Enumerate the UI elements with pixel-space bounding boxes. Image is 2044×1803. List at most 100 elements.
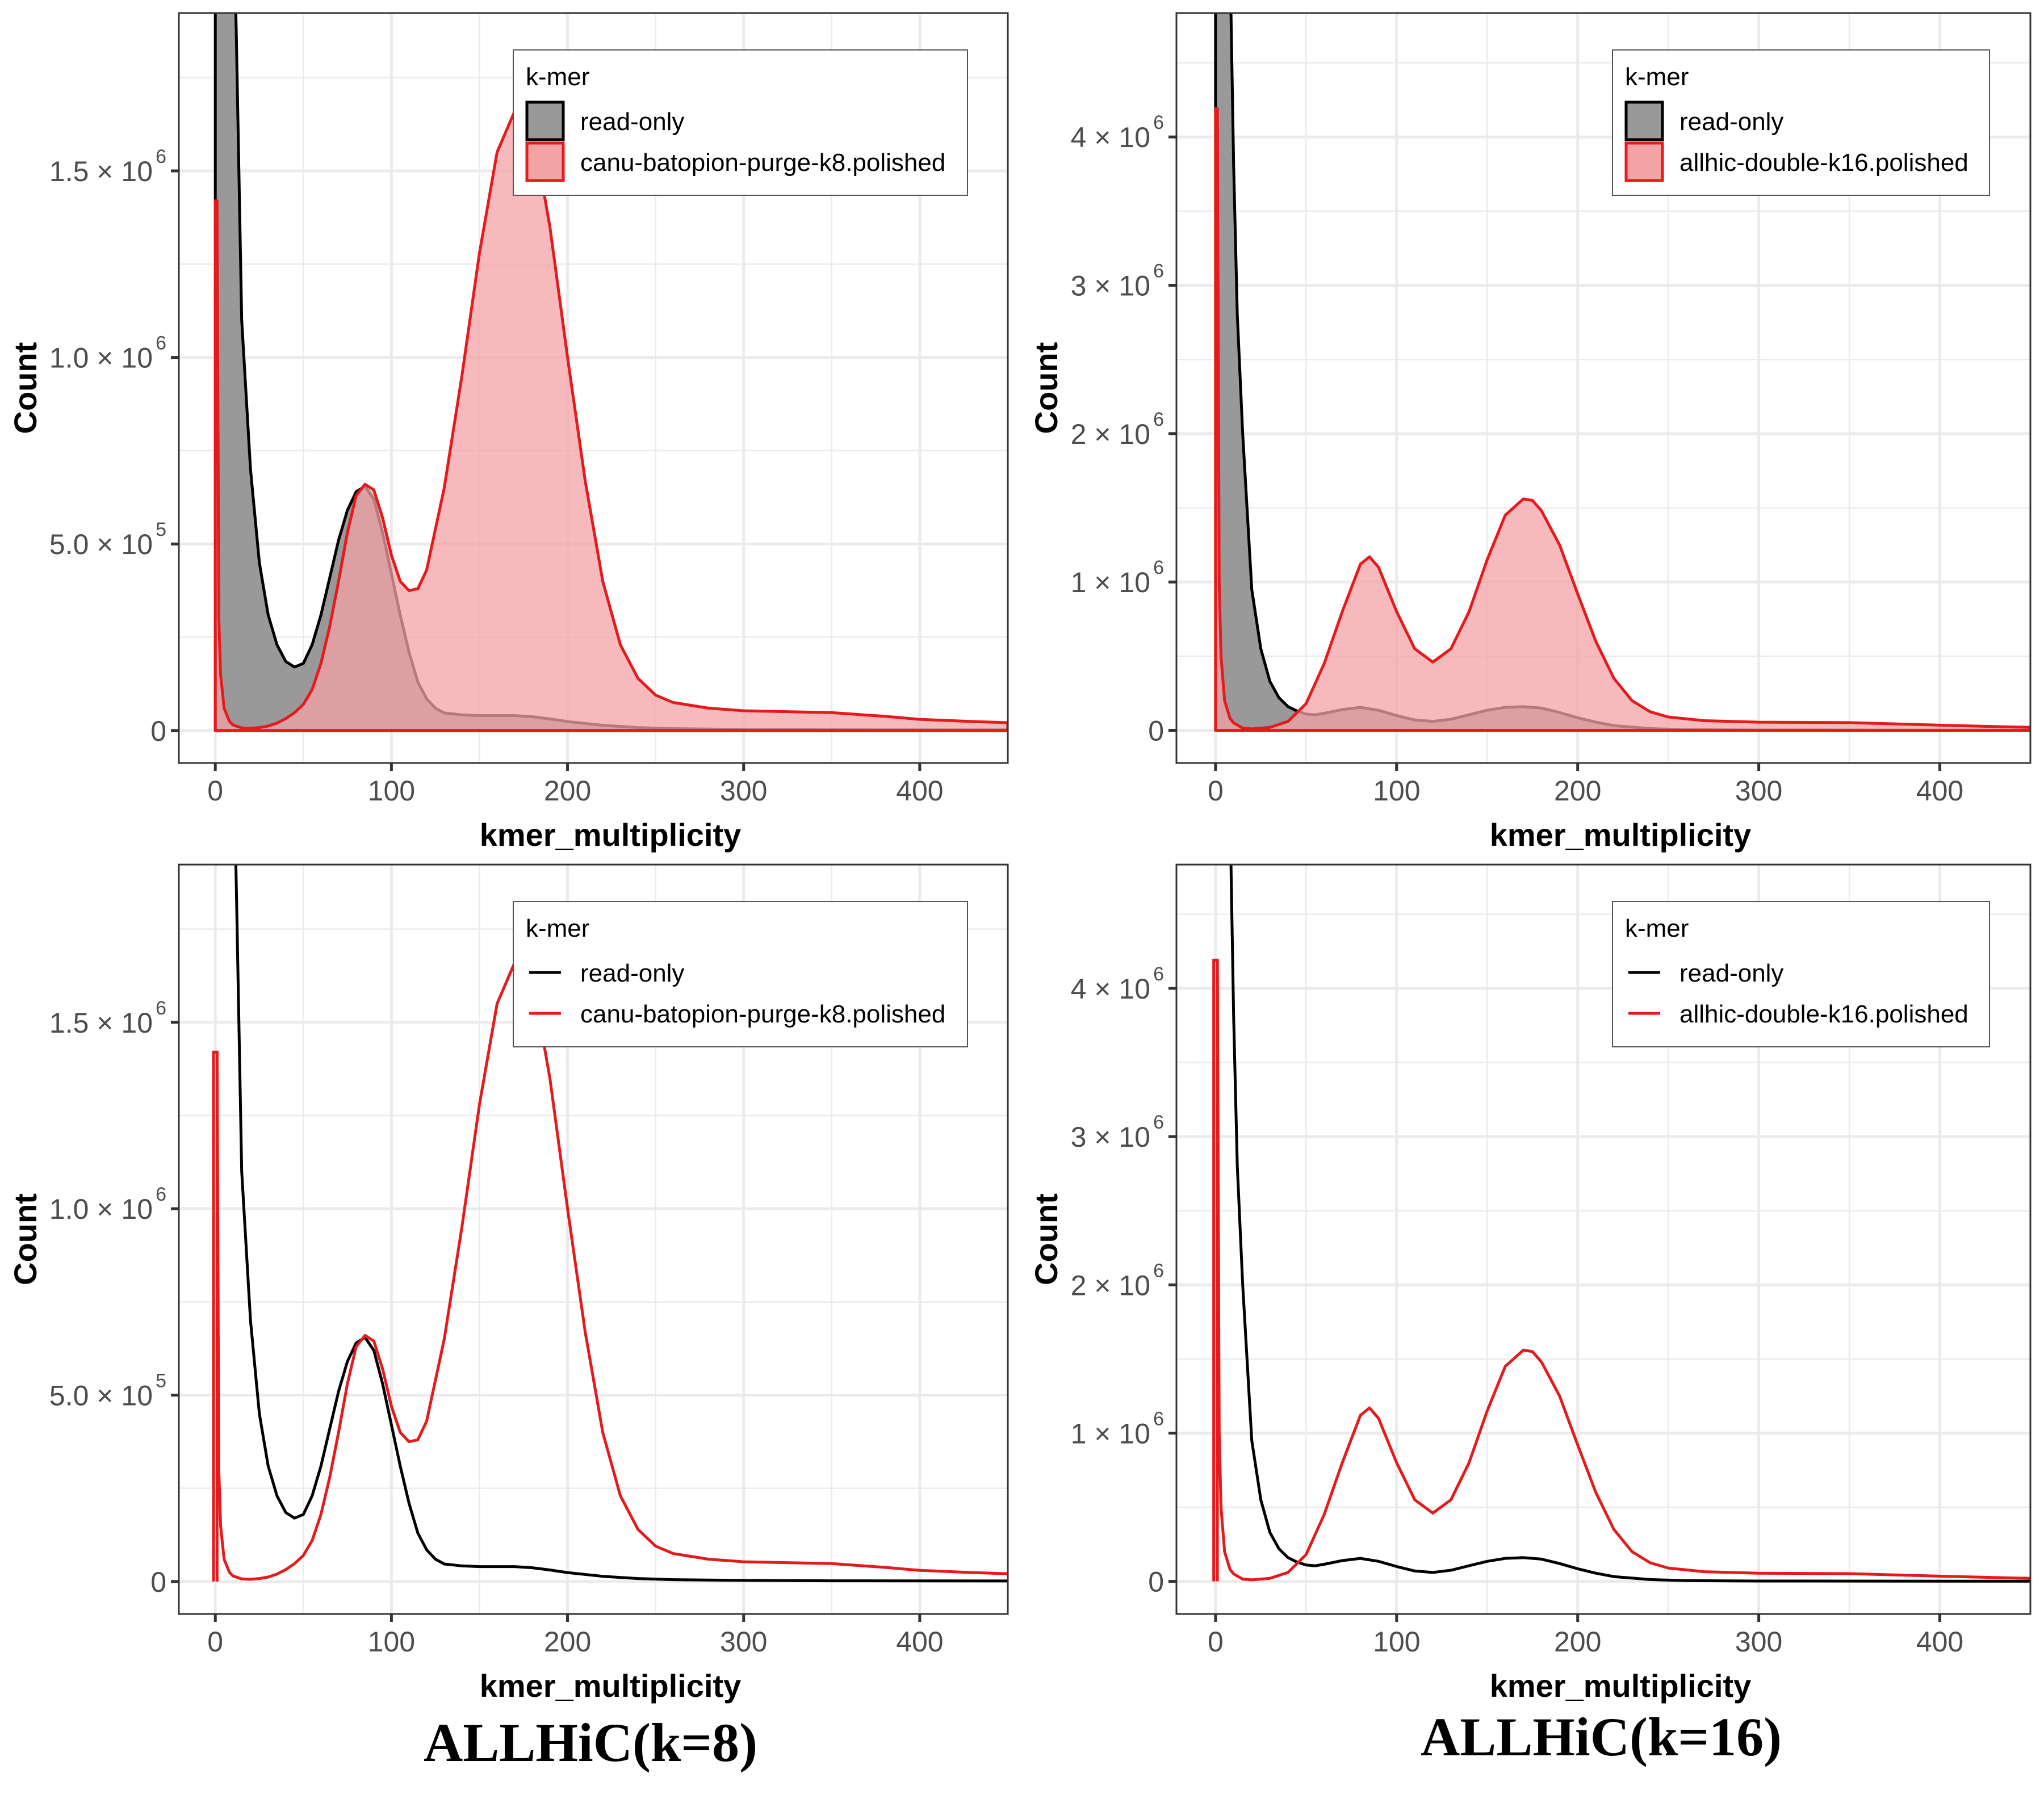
y-tick-label: 5.0 × 10: [49, 1380, 153, 1412]
y-tick-label: 1 × 10: [1071, 1418, 1150, 1449]
x-tick-label: 200: [544, 775, 591, 807]
series-group: [212, 865, 1008, 1583]
y-tick-label: 4 × 10: [1071, 973, 1150, 1005]
y-tick-mantissa: 2 × 10: [1071, 418, 1150, 450]
y-tick-mantissa: 0: [1148, 715, 1164, 747]
x-tick-label: 200: [1554, 1626, 1601, 1658]
panel-border: [178, 12, 1009, 764]
y-tick-label: 2 × 10: [1071, 418, 1150, 450]
legend-box: [513, 901, 968, 1047]
y-axis-title: Count: [7, 342, 43, 434]
legend-label: read-only: [1679, 959, 1783, 987]
legend-label: allhic-double-k16.polished: [1679, 149, 1968, 177]
x-tick-label: 200: [1554, 775, 1601, 807]
y-tick-label: 1 × 10: [1071, 567, 1150, 598]
y-axis-title: Count: [1028, 342, 1064, 434]
legend-label: canu-batopion-purge-k8.polished: [580, 1000, 945, 1028]
legend-title: k-mer: [526, 915, 589, 942]
legend-key-swatch: [525, 100, 565, 141]
legend-label: read-only: [1679, 108, 1783, 136]
y-tick-label: 1.0 × 10: [49, 342, 153, 374]
y-tick-exponent: 6: [156, 333, 166, 354]
y-tick-mantissa: 1.5 × 10: [49, 156, 153, 187]
x-tick-label: 0: [1208, 775, 1224, 807]
legend-label: read-only: [580, 959, 684, 987]
y-tick-label: 1.5 × 10: [49, 156, 153, 187]
x-tick-label: 400: [896, 775, 943, 807]
series-line-pol8: [215, 957, 1008, 1581]
y-tick-exponent: 6: [1153, 963, 1164, 985]
legend-box: [1612, 901, 1990, 1047]
series-group: [213, 13, 1008, 732]
y-tick-exponent: 5: [156, 1370, 166, 1392]
y-tick-label: 5.0 × 10: [49, 529, 153, 560]
legend: k-mer read-only canu-batopion-purge-k8.pol…: [513, 901, 968, 1047]
y-tick-mantissa: 0: [150, 1566, 166, 1598]
x-tick-label: 400: [1916, 1626, 1963, 1658]
x-axis-title: kmer_multiplicity: [1490, 1668, 1752, 1704]
x-tick-label: 300: [1735, 775, 1782, 807]
series-spike-pol8: [212, 1050, 219, 1582]
series-group: [1214, 13, 2030, 732]
x-tick-label: 0: [207, 1626, 223, 1658]
y-tick-exponent: 6: [1153, 1112, 1164, 1133]
x-tick-label: 100: [1373, 1626, 1420, 1658]
y-tick-mantissa: 1.0 × 10: [49, 1193, 153, 1225]
legend-box: [513, 49, 968, 196]
y-tick-mantissa: 3 × 10: [1071, 1121, 1150, 1153]
y-tick-mantissa: 3 × 10: [1071, 270, 1150, 302]
y-tick-exponent: 6: [1153, 1408, 1164, 1429]
x-tick-label: 0: [207, 775, 223, 807]
panel-border: [1175, 863, 2032, 1615]
legend: k-mer read-only canu-batopion-purge-k8.pol…: [513, 49, 968, 196]
x-axis-title: kmer_multiplicity: [480, 817, 742, 853]
x-tick-label: 300: [1735, 1626, 1782, 1658]
y-tick-label: 0: [150, 1566, 166, 1598]
y-tick-mantissa: 5.0 × 10: [49, 1380, 153, 1412]
legend-key-swatch: [525, 141, 565, 182]
panel-border: [178, 863, 1009, 1615]
y-axis-title: Count: [7, 1193, 43, 1285]
legend-title: k-mer: [526, 63, 589, 91]
y-tick-exponent: 6: [1153, 557, 1164, 578]
caption-right: ALLHiC(k=16): [1421, 1706, 1782, 1767]
y-tick-mantissa: 1.0 × 10: [49, 342, 153, 374]
legend: k-mer read-only allhic-double-k16.polished: [1612, 901, 1990, 1047]
series-line-ro8: [234, 865, 1008, 1583]
x-tick-label: 400: [896, 1626, 943, 1658]
y-tick-label: 1.5 × 10: [49, 1007, 153, 1039]
legend-title: k-mer: [1625, 63, 1689, 91]
y-tick-exponent: 6: [1153, 112, 1164, 133]
y-tick-mantissa: 4 × 10: [1071, 973, 1150, 1005]
series-line-pol16: [1215, 958, 2030, 1582]
x-tick-label: 200: [544, 1626, 591, 1658]
legend-box: [1612, 49, 1990, 196]
series-outline-pol16: [1214, 107, 2030, 732]
x-tick-label: 400: [1916, 775, 1963, 807]
x-tick-label: 300: [720, 775, 767, 807]
legend-title: k-mer: [1625, 915, 1689, 942]
y-tick-label: 3 × 10: [1071, 1121, 1150, 1153]
y-tick-mantissa: 1 × 10: [1071, 567, 1150, 598]
x-tick-label: 100: [368, 1626, 415, 1658]
y-tick-mantissa: 1.5 × 10: [49, 1007, 153, 1039]
y-tick-exponent: 6: [1153, 409, 1164, 430]
y-tick-exponent: 6: [156, 146, 166, 167]
series-spike-pol16: [1212, 958, 1219, 1582]
y-tick-exponent: 6: [1153, 261, 1164, 282]
y-tick-label: 2 × 10: [1071, 1269, 1150, 1301]
y-tick-mantissa: 5.0 × 10: [49, 529, 153, 560]
x-tick-label: 300: [720, 1626, 767, 1658]
y-tick-exponent: 6: [156, 1184, 166, 1205]
y-tick-exponent: 6: [1153, 1260, 1164, 1281]
caption-left: ALLHiC(k=8): [424, 1712, 757, 1773]
y-tick-exponent: 6: [156, 997, 166, 1019]
y-tick-mantissa: 0: [150, 715, 166, 747]
x-axis-title: kmer_multiplicity: [480, 1668, 742, 1704]
y-tick-mantissa: 1 × 10: [1071, 1418, 1150, 1449]
y-tick-mantissa: 0: [1148, 1566, 1164, 1598]
